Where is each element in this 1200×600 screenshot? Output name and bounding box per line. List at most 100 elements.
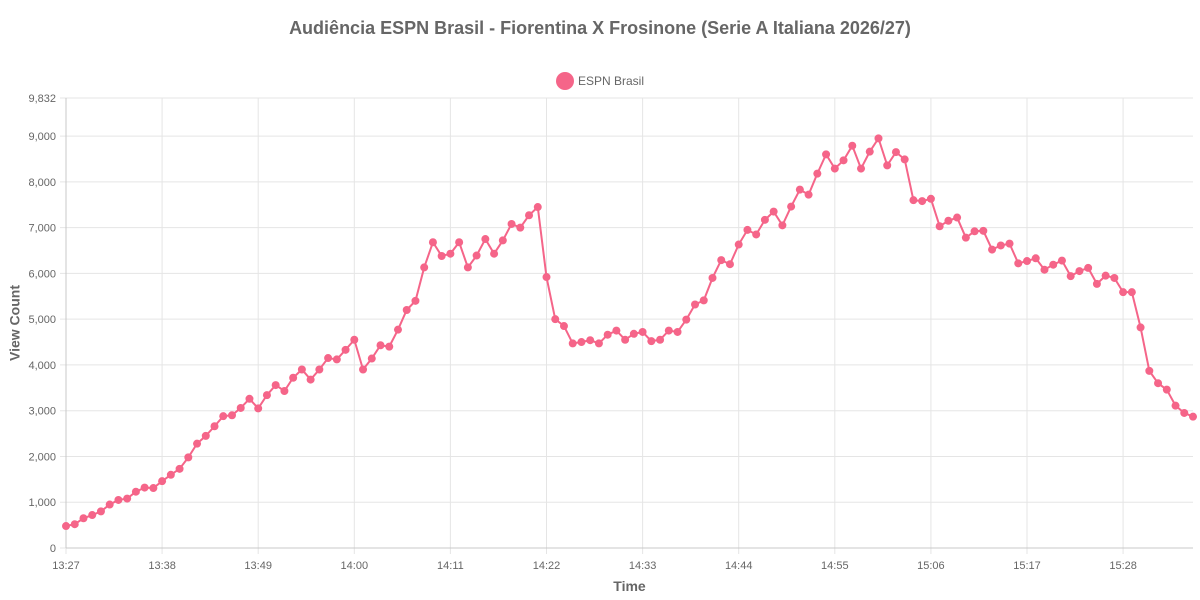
data-point[interactable] bbox=[149, 484, 158, 493]
data-point[interactable] bbox=[822, 150, 831, 159]
data-point[interactable] bbox=[708, 273, 717, 282]
data-point[interactable] bbox=[280, 387, 289, 396]
data-point[interactable] bbox=[1023, 257, 1032, 266]
data-point[interactable] bbox=[699, 296, 708, 305]
data-point[interactable] bbox=[481, 235, 490, 244]
data-point[interactable] bbox=[542, 273, 551, 282]
data-point[interactable] bbox=[1075, 267, 1084, 276]
data-point[interactable] bbox=[472, 251, 481, 260]
data-point[interactable] bbox=[507, 219, 516, 228]
data-point[interactable] bbox=[297, 365, 306, 374]
data-point[interactable] bbox=[752, 230, 761, 239]
data-point[interactable] bbox=[717, 256, 726, 265]
data-point[interactable] bbox=[525, 211, 534, 220]
data-point[interactable] bbox=[533, 203, 542, 212]
data-point[interactable] bbox=[350, 335, 359, 344]
data-point[interactable] bbox=[603, 330, 612, 339]
data-point[interactable] bbox=[970, 227, 979, 236]
data-point[interactable] bbox=[725, 260, 734, 269]
data-point[interactable] bbox=[420, 263, 429, 272]
data-point[interactable] bbox=[953, 213, 962, 222]
data-point[interactable] bbox=[463, 263, 472, 272]
data-point[interactable] bbox=[166, 470, 175, 479]
data-point[interactable] bbox=[1084, 263, 1093, 272]
data-point[interactable] bbox=[1057, 256, 1066, 265]
data-point[interactable] bbox=[647, 337, 656, 346]
data-point[interactable] bbox=[1092, 279, 1101, 288]
data-point[interactable] bbox=[446, 249, 455, 258]
data-point[interactable] bbox=[70, 520, 79, 529]
data-point[interactable] bbox=[428, 238, 437, 247]
data-point[interactable] bbox=[455, 238, 464, 247]
data-point[interactable] bbox=[254, 404, 263, 413]
data-point[interactable] bbox=[262, 391, 271, 400]
data-point[interactable] bbox=[1031, 254, 1040, 263]
data-point[interactable] bbox=[1101, 271, 1110, 280]
data-point[interactable] bbox=[778, 221, 787, 230]
data-point[interactable] bbox=[848, 141, 857, 150]
data-point[interactable] bbox=[909, 196, 918, 205]
data-point[interactable] bbox=[691, 300, 700, 309]
data-point[interactable] bbox=[621, 335, 630, 344]
data-point[interactable] bbox=[979, 226, 988, 235]
data-point[interactable] bbox=[437, 251, 446, 260]
data-point[interactable] bbox=[865, 147, 874, 156]
data-point[interactable] bbox=[804, 190, 813, 199]
data-point[interactable] bbox=[682, 315, 691, 324]
data-point[interactable] bbox=[498, 236, 507, 245]
data-point[interactable] bbox=[201, 431, 210, 440]
data-point[interactable] bbox=[158, 477, 167, 486]
data-point[interactable] bbox=[210, 422, 219, 431]
data-point[interactable] bbox=[490, 249, 499, 258]
data-point[interactable] bbox=[743, 225, 752, 234]
data-point[interactable] bbox=[961, 233, 970, 242]
data-point[interactable] bbox=[760, 215, 769, 224]
data-point[interactable] bbox=[1119, 288, 1128, 297]
data-point[interactable] bbox=[787, 202, 796, 211]
data-point[interactable] bbox=[839, 156, 848, 165]
data-point[interactable] bbox=[114, 495, 123, 504]
data-point[interactable] bbox=[1154, 379, 1163, 388]
data-point[interactable] bbox=[830, 164, 839, 173]
data-point[interactable] bbox=[123, 494, 132, 503]
data-point[interactable] bbox=[1145, 366, 1154, 375]
data-point[interactable] bbox=[402, 306, 411, 315]
data-point[interactable] bbox=[271, 381, 280, 390]
data-point[interactable] bbox=[516, 223, 525, 232]
data-point[interactable] bbox=[673, 327, 682, 336]
data-point[interactable] bbox=[79, 514, 88, 523]
data-point[interactable] bbox=[891, 148, 900, 157]
data-point[interactable] bbox=[105, 500, 114, 509]
data-point[interactable] bbox=[184, 453, 193, 462]
data-point[interactable] bbox=[1127, 288, 1136, 297]
data-point[interactable] bbox=[1040, 265, 1049, 274]
data-point[interactable] bbox=[577, 338, 586, 347]
data-point[interactable] bbox=[926, 194, 935, 203]
data-point[interactable] bbox=[594, 339, 603, 348]
data-point[interactable] bbox=[236, 403, 245, 412]
data-point[interactable] bbox=[900, 155, 909, 164]
data-point[interactable] bbox=[1189, 412, 1197, 421]
data-point[interactable] bbox=[769, 207, 778, 216]
data-point[interactable] bbox=[289, 373, 298, 382]
data-point[interactable] bbox=[883, 161, 892, 170]
data-point[interactable] bbox=[874, 134, 883, 143]
data-point[interactable] bbox=[1162, 385, 1171, 394]
data-point[interactable] bbox=[1136, 323, 1145, 332]
chart-legend[interactable]: ESPN Brasil bbox=[0, 72, 1200, 90]
data-point[interactable] bbox=[306, 375, 315, 384]
data-point[interactable] bbox=[1110, 273, 1119, 282]
data-point[interactable] bbox=[175, 464, 184, 473]
data-point[interactable] bbox=[944, 216, 953, 225]
data-point[interactable] bbox=[586, 336, 595, 345]
data-point[interactable] bbox=[385, 342, 394, 351]
data-point[interactable] bbox=[1180, 408, 1189, 417]
data-point[interactable] bbox=[1014, 259, 1023, 268]
data-point[interactable] bbox=[140, 483, 149, 492]
data-point[interactable] bbox=[996, 241, 1005, 250]
data-point[interactable] bbox=[341, 345, 350, 354]
data-point[interactable] bbox=[629, 329, 638, 338]
data-point[interactable] bbox=[857, 164, 866, 173]
data-point[interactable] bbox=[131, 487, 140, 496]
data-point[interactable] bbox=[935, 222, 944, 231]
